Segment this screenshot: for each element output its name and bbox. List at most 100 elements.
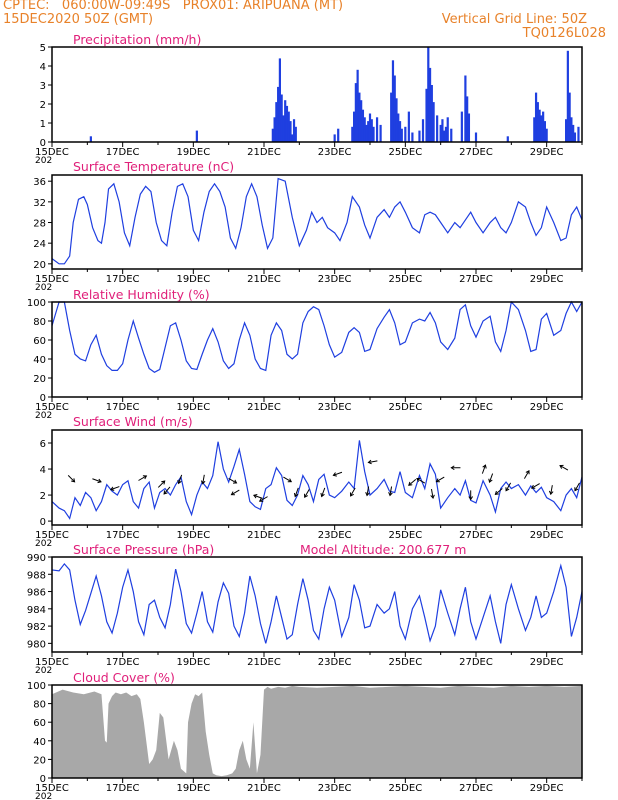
precip-bar	[533, 117, 536, 142]
y-tick-label: 80	[33, 317, 46, 328]
x-year-label: 202	[35, 283, 52, 293]
precip-bar	[506, 136, 509, 142]
y-tick-label: 6	[40, 439, 46, 450]
y-tick-label: 20	[33, 755, 46, 766]
precip-bar	[411, 132, 414, 142]
wind-arrow	[228, 477, 237, 484]
panel-frame	[51, 684, 583, 779]
precip-bar	[400, 128, 403, 142]
y-tick-label: 100	[27, 298, 46, 309]
precip-bar	[467, 113, 471, 142]
precip-bar	[294, 126, 297, 142]
x-tick-label: 23DEC	[318, 147, 352, 158]
precip-bar	[450, 128, 453, 142]
x-tick-label: 23DEC	[318, 657, 352, 668]
x-tick-label: 25DEC	[388, 530, 422, 541]
wind-arrow-head	[320, 492, 325, 498]
y-tick-label: 100	[27, 681, 46, 692]
wind-arrow-head	[258, 497, 264, 502]
wind-arrow-head	[71, 478, 76, 483]
x-year-label: 202	[35, 156, 52, 166]
wind-arrow	[259, 496, 268, 502]
panel-title: Surface Wind (m/s)	[73, 414, 193, 429]
panel-pres: 980 982 984 986 988 990 15DEC 17DEC 19DEC 21DEC 23…	[27, 542, 583, 676]
panel-precip: 0 1 2 3 4 5 15DEC 17DEC 19DEC 21DEC 23DEC 25DEC 27DE…	[35, 32, 583, 166]
y-tick-label: 60	[33, 336, 46, 347]
x-tick-label: 29DEC	[530, 147, 564, 158]
precip-bar	[278, 58, 281, 142]
x-tick-label: 23DEC	[318, 530, 352, 541]
header-date: 15DEC2020 50Z (GMT)	[3, 12, 154, 27]
precip-bar	[289, 121, 292, 142]
x-tick-label: 23DEC	[318, 783, 352, 794]
precip-bar	[572, 124, 575, 142]
wind-arrow	[294, 487, 299, 497]
rh-line	[51, 300, 583, 374]
wind-arrow-head	[450, 465, 455, 471]
precip-bar	[375, 117, 379, 142]
x-tick-label: 21DEC	[247, 147, 281, 158]
y-tick-label: 988	[27, 570, 46, 581]
wind-arrow	[178, 474, 183, 484]
wind-arrow	[523, 470, 530, 479]
wind-arrow-head	[574, 487, 579, 492]
wind-arrow-head	[430, 494, 435, 499]
precip-bar	[428, 67, 432, 142]
precip-bar	[436, 115, 439, 142]
wind-arrow-head	[349, 492, 354, 497]
precip-bar	[273, 117, 276, 142]
x-tick-label: 27DEC	[459, 783, 493, 794]
x-tick-label: 25DEC	[388, 783, 422, 794]
wind-arrow-head	[530, 484, 536, 489]
precip-bar	[365, 124, 368, 142]
y-tick-label: 4	[40, 465, 46, 476]
x-tick-label: 23DEC	[318, 274, 352, 285]
precip-bar	[372, 126, 375, 142]
y-tick-label: 36	[33, 177, 46, 188]
x-year-label: 202	[35, 539, 52, 549]
precip-bar	[460, 111, 463, 142]
precip-bar	[368, 113, 372, 142]
x-tick-label: 21DEC	[247, 530, 281, 541]
precip-bar	[353, 111, 356, 142]
wind-arrow	[253, 494, 263, 499]
wind-arrow	[163, 486, 171, 495]
wind-arrow	[495, 488, 503, 495]
precip-bar	[565, 119, 568, 142]
precip-bar	[536, 102, 539, 142]
wind-arrow	[430, 489, 434, 499]
y-tick-label: 2	[40, 100, 46, 111]
y-tick-label: 980	[27, 639, 46, 650]
x-tick-label: 27DEC	[459, 530, 493, 541]
wind-arrow-head	[494, 490, 499, 495]
y-tick-label: 0	[40, 138, 46, 149]
x-tick-label: 27DEC	[459, 657, 493, 668]
wind-arrow-head	[408, 481, 413, 486]
wind-arrow	[350, 487, 356, 497]
x-tick-label: 17DEC	[106, 147, 140, 158]
y-tick-label: 60	[33, 718, 46, 729]
precip-bar	[577, 126, 580, 142]
wind-arrow-head	[525, 469, 530, 475]
precip-bar	[351, 126, 354, 142]
wind-arrow-head	[332, 472, 337, 477]
wind-arrow	[389, 486, 393, 496]
y-tick-label: 40	[33, 355, 46, 366]
x-tick-label: 21DEC	[247, 657, 281, 668]
x-tick-label: 29DEC	[530, 530, 564, 541]
wind-arrow-head	[388, 492, 393, 497]
wind-arrow-head	[559, 464, 564, 469]
wind-arrow-head	[161, 480, 166, 485]
y-tick-label: 990	[27, 553, 46, 564]
y-tick-label: 0	[40, 774, 46, 785]
wind-arrow	[559, 465, 569, 471]
wind-arrow-head	[230, 491, 235, 496]
precip-bar	[404, 126, 407, 142]
wind-arrow	[481, 464, 486, 474]
precip-bar	[444, 126, 448, 142]
wind-arrow-head	[367, 459, 372, 465]
wind-arrow	[283, 476, 292, 483]
wind-arrow	[138, 475, 147, 481]
x-tick-label: 19DEC	[176, 402, 210, 413]
